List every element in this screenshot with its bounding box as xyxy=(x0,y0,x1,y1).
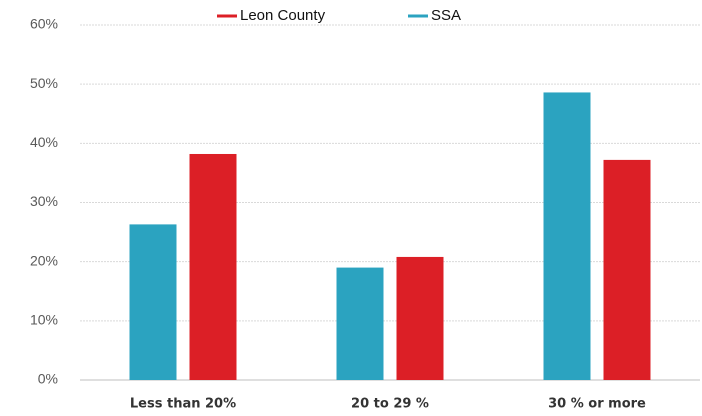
y-tick-label: 0% xyxy=(38,371,58,387)
x-tick-label: 20 to 29 % xyxy=(351,397,429,412)
bar xyxy=(189,153,237,380)
y-tick-label: 10% xyxy=(30,312,58,328)
y-tick-label: 60% xyxy=(30,16,58,32)
y-tick-label: 30% xyxy=(30,193,58,209)
bar xyxy=(603,159,651,380)
x-tick-label: Less than 20% xyxy=(130,397,236,412)
legend-label: SSA xyxy=(431,7,461,24)
bar xyxy=(336,267,384,380)
bar xyxy=(396,256,444,380)
legend-label: Leon County xyxy=(240,7,326,24)
x-tick-label: 30 % or more xyxy=(548,397,646,412)
bar xyxy=(543,92,591,380)
bar xyxy=(129,224,177,380)
y-tick-label: 20% xyxy=(30,252,58,268)
y-tick-label: 50% xyxy=(30,75,58,91)
y-tick-label: 40% xyxy=(30,134,58,150)
